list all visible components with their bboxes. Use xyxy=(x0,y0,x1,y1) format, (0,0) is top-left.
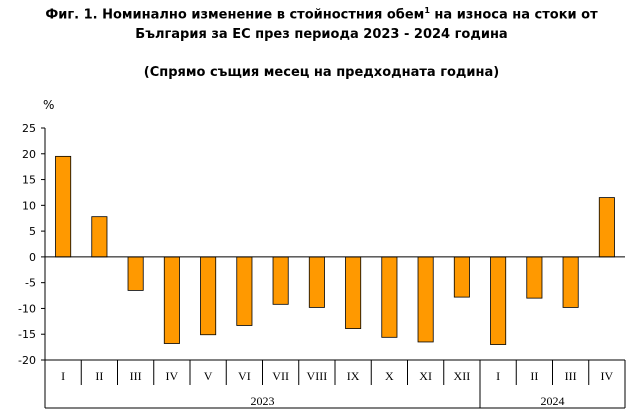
y-tick-label: 15 xyxy=(22,174,36,187)
bar xyxy=(91,216,108,258)
x-tick-label: IV xyxy=(166,369,179,383)
bar xyxy=(381,256,398,338)
x-tick-label: III xyxy=(130,369,142,383)
x-tick-label: IV xyxy=(601,369,614,383)
bar xyxy=(236,256,253,326)
chart-title-line-2: България за ЕС през периода 2023 - 2024 … xyxy=(135,27,508,42)
x-tick-label: II xyxy=(95,369,103,383)
year-group-label: 2023 xyxy=(251,394,275,408)
x-tick-label: I xyxy=(61,369,65,383)
bar xyxy=(526,256,543,299)
x-tick-label: XI xyxy=(419,369,432,383)
bar xyxy=(562,256,579,308)
x-tick-label: V xyxy=(204,369,213,383)
bar xyxy=(598,197,615,258)
x-tick-label: X xyxy=(385,369,394,383)
x-tick-label: II xyxy=(530,369,538,383)
x-tick-label: VI xyxy=(238,369,251,383)
chart-title-part-b: на износа на стоки от xyxy=(429,7,598,23)
y-tick-label: -5 xyxy=(25,277,36,290)
chart-subtitle: (Спрямо същия месец на предходната годин… xyxy=(143,65,500,80)
y-tick-label: -15 xyxy=(18,328,36,341)
bar xyxy=(345,256,362,329)
bar xyxy=(272,256,289,305)
y-tick-label: 10 xyxy=(22,199,36,212)
y-tick-label: 5 xyxy=(29,225,36,238)
footnote-marker: 1 xyxy=(424,6,430,15)
x-tick-label: VIII xyxy=(307,369,328,383)
chart-title-part-a: Фиг. 1. Номинално изменение в стойностни… xyxy=(45,7,425,23)
x-tick-label: VII xyxy=(272,369,289,383)
y-tick-label: -10 xyxy=(18,302,36,315)
year-group-label: 2024 xyxy=(541,394,565,408)
bar xyxy=(200,256,217,336)
bar xyxy=(417,256,434,343)
y-unit-label: % xyxy=(43,98,54,112)
y-tick-label: 0 xyxy=(29,251,36,264)
x-tick-label: IX xyxy=(347,369,360,383)
bar xyxy=(127,256,144,291)
x-tick-label: III xyxy=(565,369,577,383)
y-tick-label: 25 xyxy=(22,122,36,135)
y-tick-label: -20 xyxy=(18,354,36,367)
x-tick-label: XII xyxy=(454,369,471,383)
bar xyxy=(308,256,325,308)
bar xyxy=(453,256,470,298)
bar xyxy=(55,155,72,258)
bar xyxy=(163,256,180,344)
x-tick-label: I xyxy=(496,369,500,383)
y-tick-label: 20 xyxy=(22,148,36,161)
chart-title-line-1: Фиг. 1. Номинално изменение в стойностни… xyxy=(0,6,643,22)
bar xyxy=(490,256,507,345)
